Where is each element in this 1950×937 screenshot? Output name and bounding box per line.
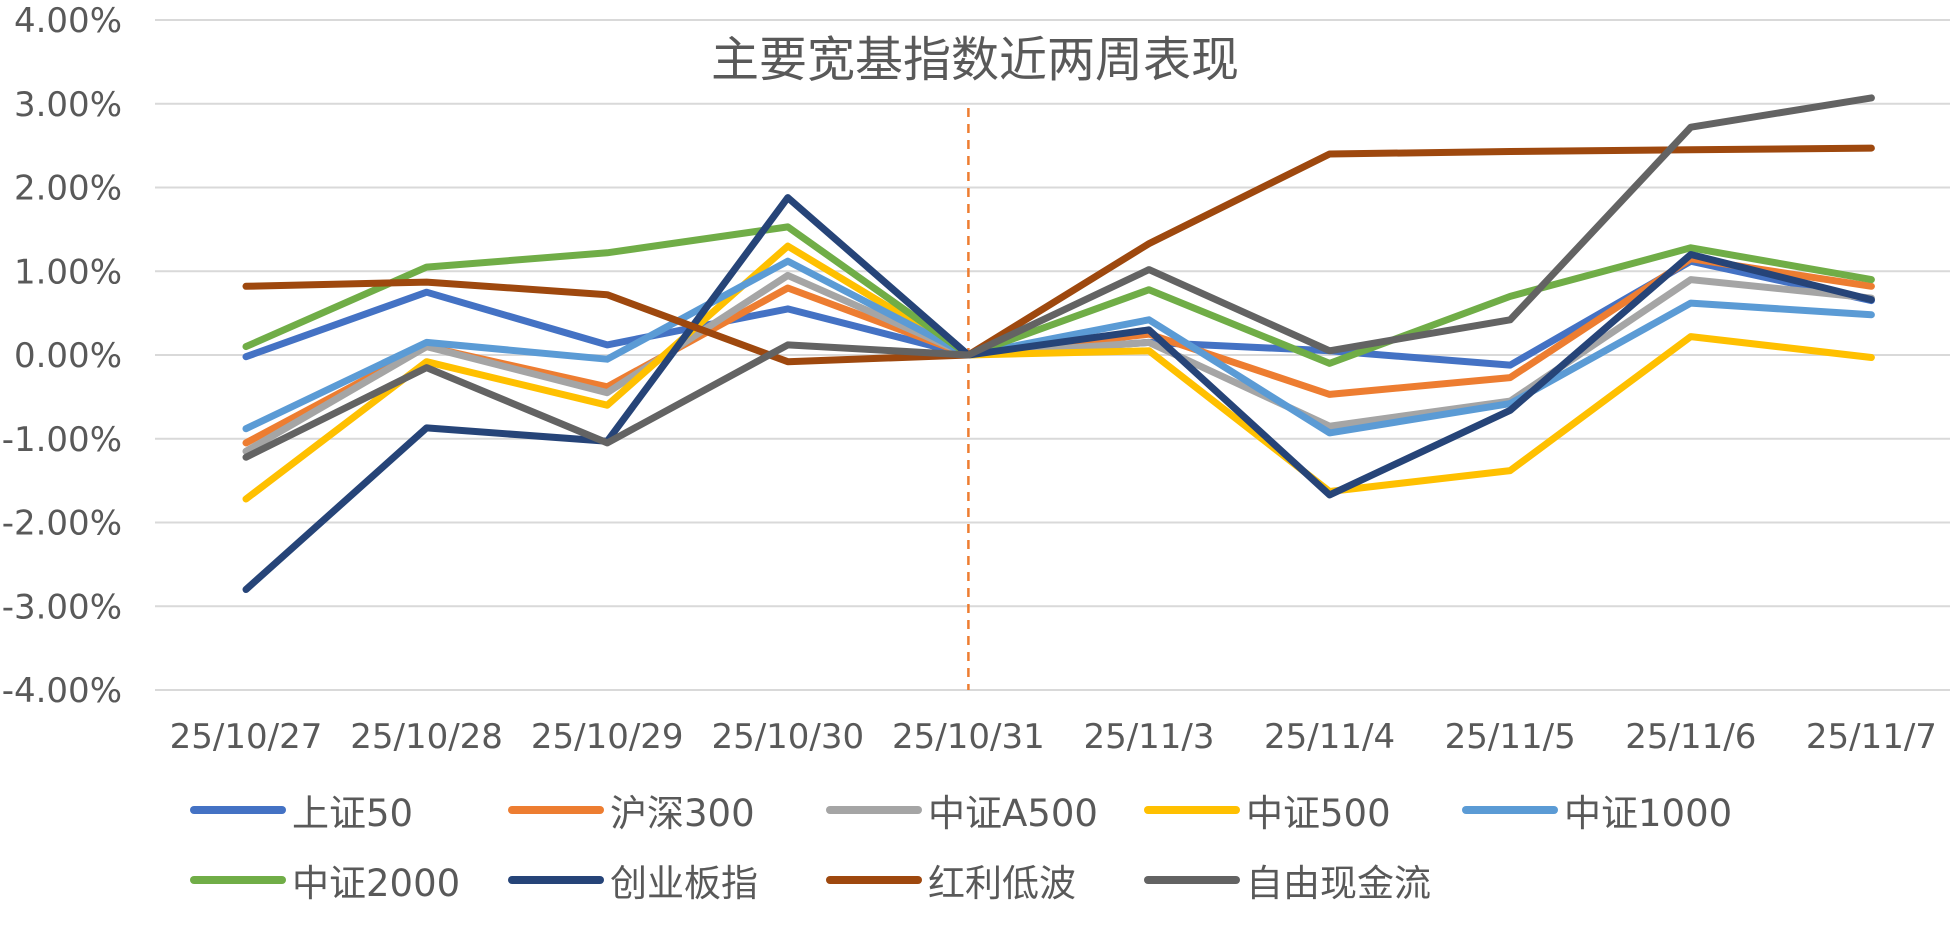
series-line xyxy=(242,144,1875,366)
x-tick-label: 25/11/5 xyxy=(1445,717,1576,757)
y-tick-label: 2.00% xyxy=(14,169,122,209)
legend-item: 中证2000 xyxy=(190,853,508,907)
series-line xyxy=(242,257,1875,437)
legend-item: 中证500 xyxy=(1144,783,1462,837)
legend-swatch xyxy=(190,806,286,814)
chart-title: 主要宽基指数近两周表现 xyxy=(711,32,1239,88)
y-tick-label: -3.00% xyxy=(2,587,122,627)
legend-label: 中证1000 xyxy=(1564,792,1733,835)
legend-item: 创业板指 xyxy=(508,853,826,907)
series-line xyxy=(242,194,1875,593)
legend-swatch xyxy=(1462,806,1558,814)
y-axis-tick-labels: 4.00% 3.00% 2.00% 1.00% 0.00% -1.00% -2.00% -3.… xyxy=(2,1,122,711)
x-tick-label: 25/10/31 xyxy=(892,717,1045,757)
y-tick-label: 1.00% xyxy=(14,252,122,292)
legend-label: 红利低波 xyxy=(928,862,1076,905)
legend-swatch xyxy=(508,806,604,814)
legend-item: 中证1000 xyxy=(1462,783,1780,837)
series-line xyxy=(242,223,1875,367)
legend-swatch xyxy=(190,876,286,884)
y-tick-label: -4.00% xyxy=(2,671,122,711)
series-line xyxy=(242,242,1875,503)
legend-label: 自由现金流 xyxy=(1246,862,1431,905)
x-tick-label: 25/10/28 xyxy=(350,717,503,757)
legend-swatch xyxy=(826,806,922,814)
legend-swatch xyxy=(826,876,922,884)
legend-item: 自由现金流 xyxy=(1144,853,1462,907)
legend-swatch xyxy=(1144,806,1240,814)
y-tick-label: -1.00% xyxy=(2,420,122,460)
x-tick-label: 25/11/3 xyxy=(1083,717,1214,757)
legend: 上证50 沪深300 中证A500 中证500 中证1000 中证2000 创业板指 红利低波… xyxy=(190,775,1790,915)
x-tick-label: 25/11/7 xyxy=(1806,717,1937,757)
legend-item: 上证50 xyxy=(190,783,508,837)
y-tick-label: 4.00% xyxy=(14,1,122,41)
legend-label: 上证50 xyxy=(292,792,414,835)
legend-row: 中证2000 创业板指 红利低波 自由现金流 xyxy=(190,845,1790,915)
y-tick-label: 0.00% xyxy=(14,336,122,376)
series-line xyxy=(242,94,1875,461)
series-line xyxy=(242,271,1875,455)
x-tick-label: 25/10/27 xyxy=(170,717,323,757)
legend-label: 中证A500 xyxy=(928,792,1098,835)
legend-item: 中证A500 xyxy=(826,783,1144,837)
legend-label: 创业板指 xyxy=(610,862,758,905)
series-lines xyxy=(242,94,1875,593)
x-tick-label: 25/11/4 xyxy=(1264,717,1395,757)
x-tick-label: 25/10/29 xyxy=(531,717,684,757)
legend-row: 上证50 沪深300 中证A500 中证500 中证1000 xyxy=(190,775,1790,845)
x-tick-label: 25/10/30 xyxy=(711,717,864,757)
y-tick-label: -2.00% xyxy=(2,504,122,544)
legend-item: 沪深300 xyxy=(508,783,826,837)
legend-swatch xyxy=(508,876,604,884)
legend-item: 红利低波 xyxy=(826,853,1144,907)
x-axis-tick-labels: 25/10/27 25/10/28 25/10/29 25/10/30 25/10/31… xyxy=(170,717,1937,757)
x-tick-label: 25/11/6 xyxy=(1625,717,1756,757)
legend-label: 中证2000 xyxy=(292,862,461,905)
y-tick-label: 3.00% xyxy=(14,85,122,125)
legend-label: 中证500 xyxy=(1246,792,1391,835)
legend-swatch xyxy=(1144,876,1240,884)
legend-label: 沪深300 xyxy=(610,792,755,835)
